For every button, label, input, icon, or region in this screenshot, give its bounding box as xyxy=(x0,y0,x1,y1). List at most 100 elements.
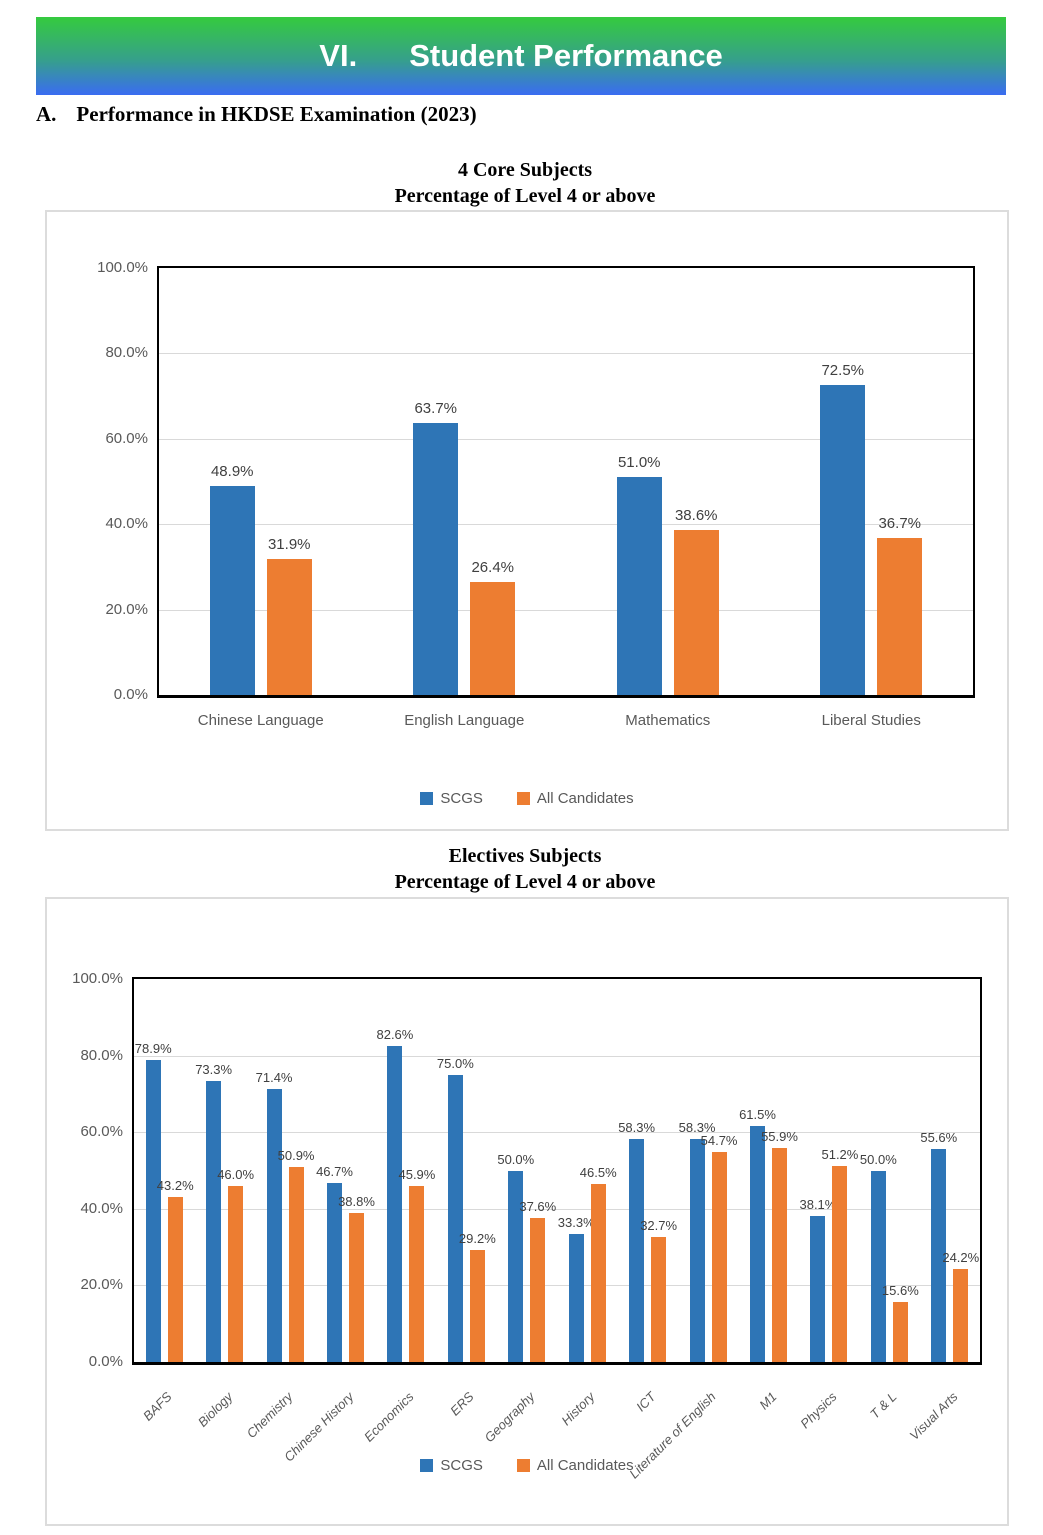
data-label: 45.9% xyxy=(398,1167,436,1183)
x-axis-label-visual-arts: Visual Arts xyxy=(906,1389,961,1444)
legend-item-scgs: SCGS xyxy=(420,790,483,807)
bar-all-candidates-history xyxy=(590,1183,606,1362)
x-axis-label-mathematics: Mathematics xyxy=(625,712,711,729)
bar-scgs-visual-arts xyxy=(931,1149,947,1362)
gridline-60 xyxy=(159,438,973,440)
data-label: 38.6% xyxy=(674,507,718,525)
data-label: 55.6% xyxy=(920,1130,958,1146)
data-label: 36.7% xyxy=(878,515,922,533)
bar-all-candidates-physics xyxy=(832,1165,848,1362)
x-axis-label-economics: Economics xyxy=(360,1389,417,1445)
data-label: 50.9% xyxy=(277,1148,315,1164)
electives-chart: 78.9% 43.2% 73.3% 46.0% 71.4% 50.9% 46.7% 38.8%… xyxy=(45,897,1009,1526)
bar-scgs-chemistry xyxy=(266,1088,282,1362)
bar-all-candidates-t-&-l xyxy=(892,1302,908,1362)
legend-item-scgs: SCGS xyxy=(420,1457,483,1474)
bar-scgs-chinese-language xyxy=(209,486,255,695)
bar-all-candidates-biology xyxy=(228,1185,244,1362)
legend-swatch-icon xyxy=(420,792,434,805)
data-label: 50.0% xyxy=(859,1151,897,1167)
x-axis-label-chemistry: Chemistry xyxy=(243,1389,296,1441)
bar-all-candidates-english-language xyxy=(470,582,516,695)
data-label: 54.7% xyxy=(700,1133,738,1149)
bar-all-candidates-ers xyxy=(469,1250,485,1362)
data-label: 51.2% xyxy=(821,1146,859,1162)
data-label: 55.9% xyxy=(761,1128,798,1144)
chart-legend: SCGS All Candidates xyxy=(47,1457,1007,1474)
data-label: 43.2% xyxy=(156,1177,194,1193)
legend-label: All Candidates xyxy=(536,790,634,807)
bar-all-candidates-geography xyxy=(530,1217,546,1362)
data-label: 75.0% xyxy=(436,1055,474,1071)
data-label: 24.2% xyxy=(942,1250,980,1266)
bar-scgs-ict xyxy=(629,1138,645,1362)
legend-label: All Candidates xyxy=(536,1457,634,1474)
bar-scgs-history xyxy=(568,1234,584,1362)
bar-scgs-geography xyxy=(508,1170,524,1362)
core-subjects-chart-title: 4 Core Subjects xyxy=(457,159,593,181)
data-label: 46.5% xyxy=(579,1164,617,1180)
data-label: 38.8% xyxy=(338,1194,375,1210)
data-label: 50.0% xyxy=(497,1151,535,1167)
y-axis-tick-label: 40.0% xyxy=(80,1199,123,1217)
x-axis-label-ict: ICT xyxy=(632,1389,659,1415)
gridline-40 xyxy=(159,524,973,526)
y-axis-tick-label: 20.0% xyxy=(80,1276,123,1294)
y-axis-tick-label: 80.0% xyxy=(80,1046,123,1064)
bar-all-candidates-chinese-language xyxy=(266,558,312,695)
data-label: 46.0% xyxy=(217,1166,255,1182)
core-subjects-chart: 48.9% 31.9% 63.7% 26.4% 51.0% 38.6% 72.5% 36.7%… xyxy=(45,210,1009,831)
x-axis-label-biology: Biology xyxy=(194,1389,236,1430)
x-axis-label-chinese-history: Chinese History xyxy=(280,1389,357,1465)
bar-all-candidates-liberal-studies xyxy=(877,538,923,695)
data-label: 51.0% xyxy=(617,454,661,472)
data-label: 48.9% xyxy=(210,463,254,481)
bar-all-candidates-ict xyxy=(651,1236,667,1362)
data-label: 32.7% xyxy=(640,1217,678,1233)
banner-section-number: VI. xyxy=(319,38,358,73)
data-label: 31.9% xyxy=(267,535,311,553)
data-label: 33.3% xyxy=(557,1215,595,1231)
bar-scgs-biology xyxy=(206,1081,222,1362)
legend-label: SCGS xyxy=(440,1457,483,1474)
bar-scgs-english-language xyxy=(413,423,459,695)
bar-scgs-mathematics xyxy=(616,477,662,695)
y-axis-tick-label: 100.0% xyxy=(72,970,123,987)
data-label: 38.1% xyxy=(799,1197,837,1213)
bar-scgs-bafs xyxy=(145,1059,161,1362)
y-axis-tick-label: 0.0% xyxy=(88,1353,123,1370)
gridline-80 xyxy=(159,353,973,355)
data-label: 61.5% xyxy=(739,1107,776,1123)
bar-all-candidates-m1 xyxy=(772,1147,787,1362)
legend-swatch-icon xyxy=(516,1459,530,1472)
y-axis-tick-label: 60.0% xyxy=(105,429,148,447)
x-axis-label-ers: ERS xyxy=(447,1389,477,1419)
bar-scgs-m1 xyxy=(750,1126,765,1362)
data-label: 63.7% xyxy=(414,400,458,417)
data-label: 71.4% xyxy=(255,1069,293,1085)
core-subjects-chart-subtitle: Percentage of Level 4 or above xyxy=(394,185,656,207)
y-axis-tick-label: 100.0% xyxy=(97,259,148,276)
legend-label: SCGS xyxy=(440,790,483,807)
data-label: 37.6% xyxy=(519,1198,557,1214)
x-axis-label-chinese-language: Chinese Language xyxy=(197,712,324,729)
legend-swatch-icon xyxy=(516,792,530,805)
y-axis-tick-label: 40.0% xyxy=(105,515,148,533)
x-axis-label-m1: M1 xyxy=(755,1389,780,1413)
electives-chart-subtitle: Percentage of Level 4 or above xyxy=(394,871,656,893)
bar-scgs-t-&-l xyxy=(870,1170,886,1362)
bar-scgs-economics xyxy=(387,1045,403,1362)
plot-area: 48.9% 31.9% 63.7% 26.4% 51.0% 38.6% 72.5% 36.7% xyxy=(157,266,975,698)
bar-scgs-liberal-studies xyxy=(820,385,866,695)
x-axis-label-t-&-l: T & L xyxy=(867,1389,900,1422)
gridline-40 xyxy=(134,1208,980,1210)
electives-chart-title-block: Electives Subjects Percentage of Level 4… xyxy=(45,843,1005,895)
y-axis-tick-label: 20.0% xyxy=(105,600,148,618)
bar-scgs-ers xyxy=(447,1074,463,1362)
x-axis-label-english-language: English Language xyxy=(404,712,525,729)
bar-all-candidates-visual-arts xyxy=(953,1269,969,1362)
bar-all-candidates-mathematics xyxy=(673,530,719,695)
x-axis-label-liberal-studies: Liberal Studies xyxy=(821,712,921,729)
bar-all-candidates-chemistry xyxy=(288,1167,304,1362)
y-axis-tick-label: 0.0% xyxy=(113,686,148,703)
